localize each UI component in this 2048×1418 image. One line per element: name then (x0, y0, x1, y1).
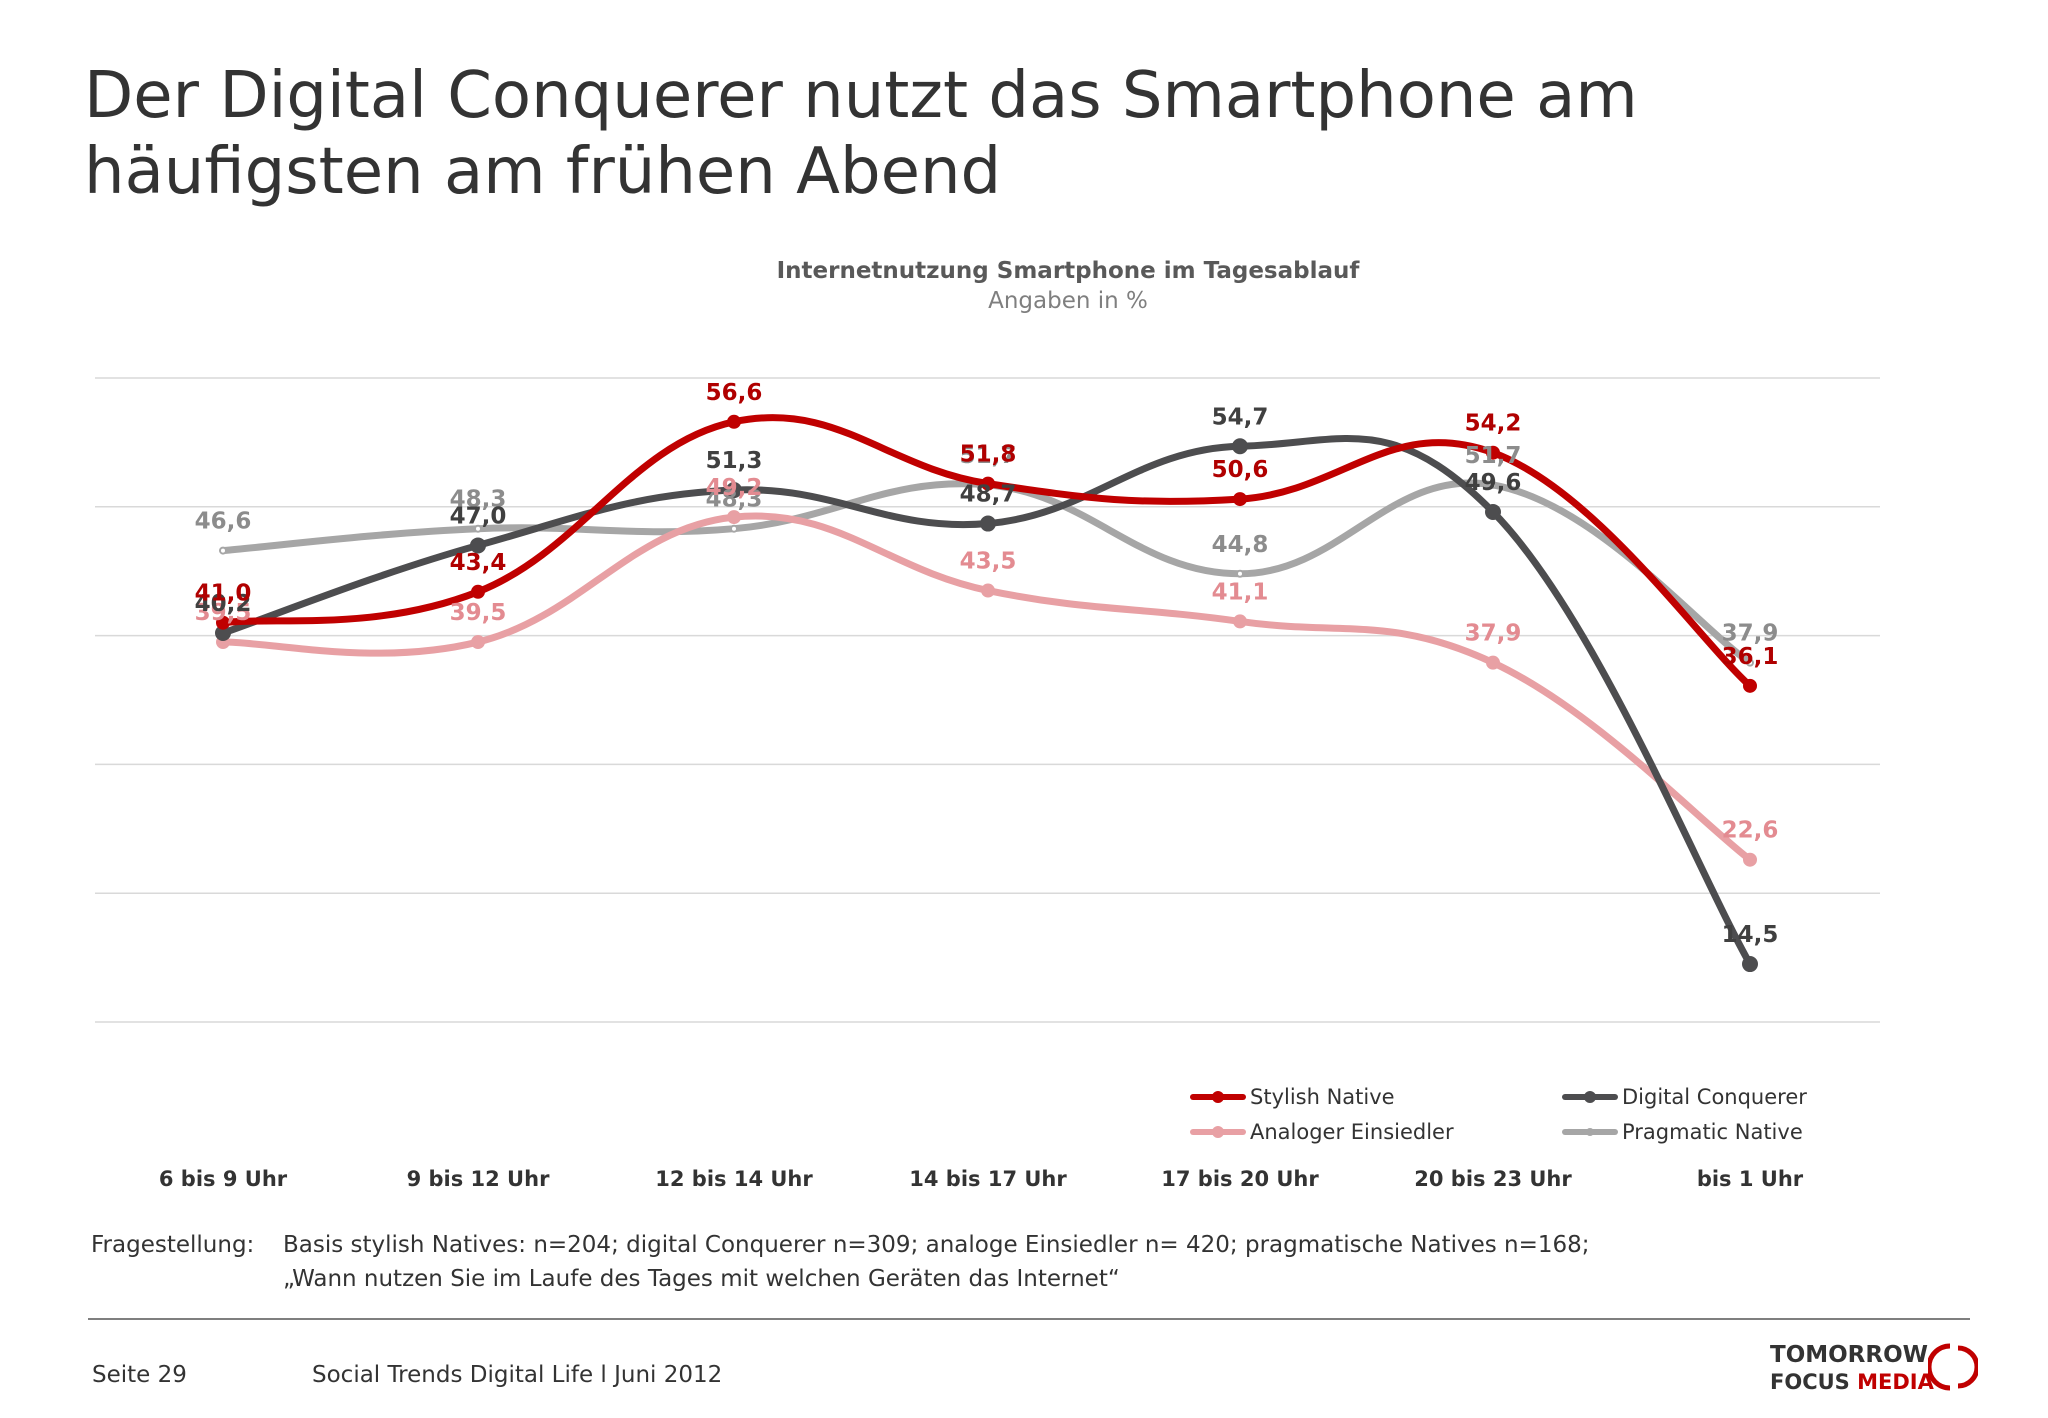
data-point-analoger-einsiedler (727, 510, 741, 525)
data-label-stylish-native: 51,8 (960, 442, 1017, 468)
data-label-pragmatic-native: 48,3 (706, 487, 763, 513)
logo-text-focus: FOCUS (1770, 1370, 1850, 1394)
data-point-stylish-native (727, 414, 741, 429)
data-point-stylish-native (981, 476, 995, 491)
data-point-pragmatic-native (1236, 569, 1244, 578)
x-tick-label: 9 bis 12 Uhr (407, 1167, 551, 1191)
legend-label-analoger-einsiedler: Analoger Einsiedler (1250, 1120, 1454, 1144)
data-label-stylish-native: 56,6 (706, 380, 763, 406)
slide-title-line2: häufigsten am frühen Abend (84, 135, 1002, 209)
data-label-stylish-native: 54,2 (1465, 411, 1522, 437)
data-label-digital-conquerer: 40,2 (195, 591, 252, 617)
data-label-digital-conquerer: 54,7 (1212, 404, 1269, 430)
x-tick-label: 6 bis 9 Uhr (159, 1167, 288, 1191)
data-point-stylish-native (216, 615, 230, 630)
legend-label-stylish-native: Stylish Native (1250, 1085, 1395, 1109)
logo-text-bottom: FOCUS MEDIA (1770, 1370, 1934, 1394)
x-tick-label: bis 1 Uhr (1697, 1167, 1804, 1191)
footnote-line-1: Basis stylish Natives: n=204; digital Co… (283, 1232, 1590, 1258)
legend-label-pragmatic-native: Pragmatic Native (1622, 1120, 1803, 1144)
data-label-stylish-native: 43,4 (450, 550, 507, 576)
data-label-pragmatic-native: 37,9 (1722, 621, 1779, 647)
x-tick-label: 17 bis 20 Uhr (1161, 1167, 1319, 1191)
logo-ring-icon (1928, 1343, 1978, 1391)
footnote-line-2: „Wann nutzen Sie im Laufe des Tages mit … (283, 1266, 1120, 1292)
data-label-digital-conquerer: 51,3 (706, 448, 763, 474)
data-label-stylish-native: 41,0 (195, 581, 252, 607)
data-point-analoger-einsiedler (1486, 655, 1500, 670)
x-tick-label: 20 bis 23 Uhr (1414, 1167, 1572, 1191)
slide-title-line1: Der Digital Conquerer nutzt das Smartpho… (84, 59, 1638, 133)
data-point-digital-conquerer (470, 537, 486, 554)
data-label-stylish-native: 50,6 (1212, 457, 1269, 483)
data-label-analoger-einsiedler: 49,2 (706, 475, 763, 501)
data-label-analoger-einsiedler: 22,6 (1722, 818, 1779, 844)
legend-label-digital-conquerer: Digital Conquerer (1622, 1085, 1807, 1109)
legend-item-stylish-native: Stylish Native (1190, 1082, 1395, 1112)
data-point-stylish-native (471, 584, 485, 599)
data-point-analoger-einsiedler (981, 583, 995, 598)
legend-item-pragmatic-native: Pragmatic Native (1562, 1117, 1803, 1147)
footer-divider (88, 1318, 1970, 1320)
legend-swatch-stylish-native (1190, 1082, 1246, 1112)
data-point-pragmatic-native (1746, 658, 1754, 667)
data-point-pragmatic-native (474, 524, 482, 533)
data-point-digital-conquerer (726, 482, 742, 499)
legend-swatch-analoger-einsiedler (1190, 1117, 1246, 1147)
data-label-analoger-einsiedler: 43,5 (960, 549, 1017, 575)
legend-swatch-digital-conquerer (1562, 1082, 1618, 1112)
data-point-stylish-native (1486, 445, 1500, 460)
data-label-stylish-native: 36,1 (1722, 644, 1779, 670)
data-label-pragmatic-native: 44,8 (1212, 532, 1269, 558)
x-tick-label: 12 bis 14 Uhr (655, 1167, 813, 1191)
x-tick-label: 14 bis 17 Uhr (909, 1167, 1067, 1191)
legend-item-digital-conquerer: Digital Conquerer (1562, 1082, 1807, 1112)
data-point-digital-conquerer (1232, 438, 1248, 455)
logo-text-top: TOMORROW (1770, 1342, 1929, 1368)
data-label-digital-conquerer: 49,6 (1465, 470, 1522, 496)
data-point-stylish-native (1233, 492, 1247, 507)
chart-subtitle: Angaben in % (988, 288, 1148, 314)
data-label-analoger-einsiedler: 37,9 (1465, 621, 1522, 647)
data-label-digital-conquerer: 14,5 (1722, 922, 1779, 948)
data-point-pragmatic-native (1489, 480, 1497, 489)
data-point-stylish-native (1743, 678, 1757, 693)
page-source: Social Trends Digital Life l Juni 2012 (312, 1362, 723, 1388)
footnote-label: Fragestellung: (91, 1232, 255, 1258)
data-point-pragmatic-native (730, 524, 738, 533)
data-point-pragmatic-native (219, 546, 227, 555)
chart-title: Internetnutzung Smartphone im Tagesablau… (776, 258, 1360, 284)
data-point-digital-conquerer (980, 515, 996, 532)
data-label-pragmatic-native: 48,3 (450, 487, 507, 513)
data-label-analoger-einsiedler: 41,1 (1212, 579, 1269, 605)
data-label-digital-conquerer: 47,0 (450, 503, 507, 529)
page-number: Seite 29 (92, 1362, 187, 1388)
legend-item-analoger-einsiedler: Analoger Einsiedler (1190, 1117, 1454, 1147)
logo-text-media: MEDIA (1857, 1370, 1934, 1394)
tomorrow-focus-media-logo: TOMORROW FOCUS MEDIA (1770, 1342, 1980, 1398)
data-point-analoger-einsiedler (1743, 852, 1757, 867)
legend-swatch-pragmatic-native (1562, 1117, 1618, 1147)
data-point-analoger-einsiedler (1233, 614, 1247, 629)
data-label-analoger-einsiedler: 39,5 (195, 600, 252, 626)
slide-title: Der Digital Conquerer nutzt das Smartpho… (84, 58, 1884, 210)
data-label-pragmatic-native: 46,6 (195, 509, 252, 535)
data-label-digital-conquerer: 48,7 (960, 482, 1017, 508)
data-label-analoger-einsiedler: 39,5 (450, 600, 507, 626)
data-point-analoger-einsiedler (471, 635, 485, 650)
data-label-pragmatic-native: 51,7 (960, 443, 1017, 469)
data-point-digital-conquerer (1485, 503, 1501, 520)
data-label-pragmatic-native: 51,7 (1465, 443, 1522, 469)
data-point-digital-conquerer (1742, 956, 1758, 973)
